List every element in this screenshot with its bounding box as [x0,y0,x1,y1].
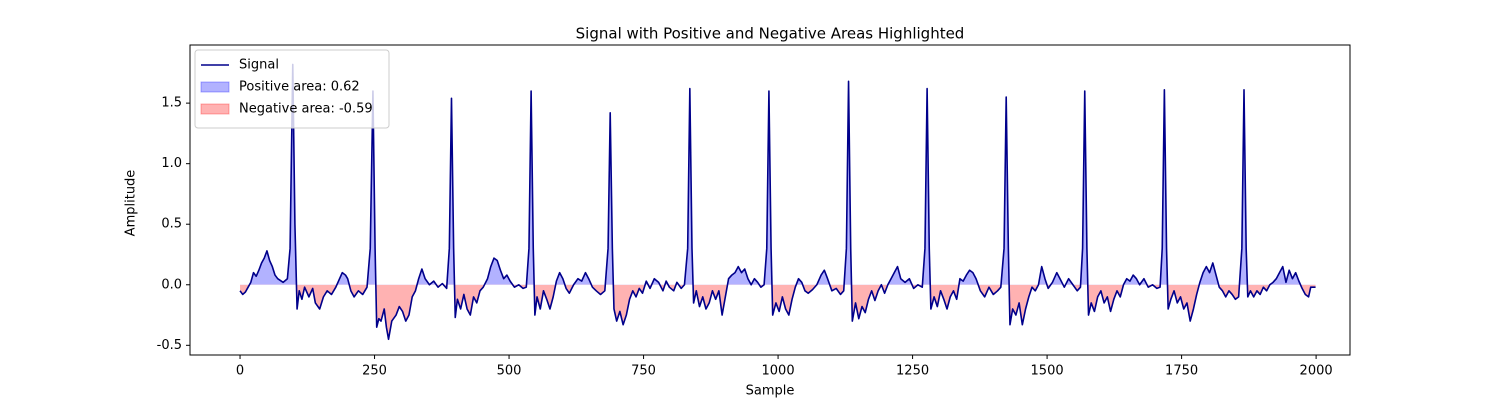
x-tick-label: 1750 [1165,364,1198,379]
x-axis-label: Sample [746,384,795,399]
x-tick-label: 750 [631,364,656,379]
y-tick-label: -0.5 [157,338,182,353]
x-tick-label: 2000 [1300,364,1333,379]
x-tick-label: 1250 [896,364,929,379]
x-tick-label: 500 [497,364,522,379]
legend: Signal Positive area: 0.62 Negative area: … [194,49,390,129]
y-tick-label: 0.5 [161,217,182,232]
y-tick-label: 1.5 [161,96,182,111]
chart-title: Signal with Positive and Negative Areas … [576,25,965,43]
legend-label: Negative area: -0.59 [239,102,373,117]
legend-swatch [200,81,230,93]
x-tick-label: 0 [236,364,244,379]
legend-swatch [200,103,230,115]
legend-box [194,49,390,129]
y-tick-label: 1.0 [161,156,182,171]
legend-label: Signal [239,58,279,73]
signal-line [239,63,1316,341]
y-tick-label: 0.0 [161,277,182,292]
x-tick-label: 1000 [762,364,795,379]
plot-frame [189,44,1351,356]
y-axis-label: Amplitude [124,170,139,237]
x-tick-label: 250 [362,364,387,379]
area-negative [240,284,1316,340]
x-tick-label: 1500 [1031,364,1064,379]
legend-label: Positive area: 0.62 [239,80,360,95]
